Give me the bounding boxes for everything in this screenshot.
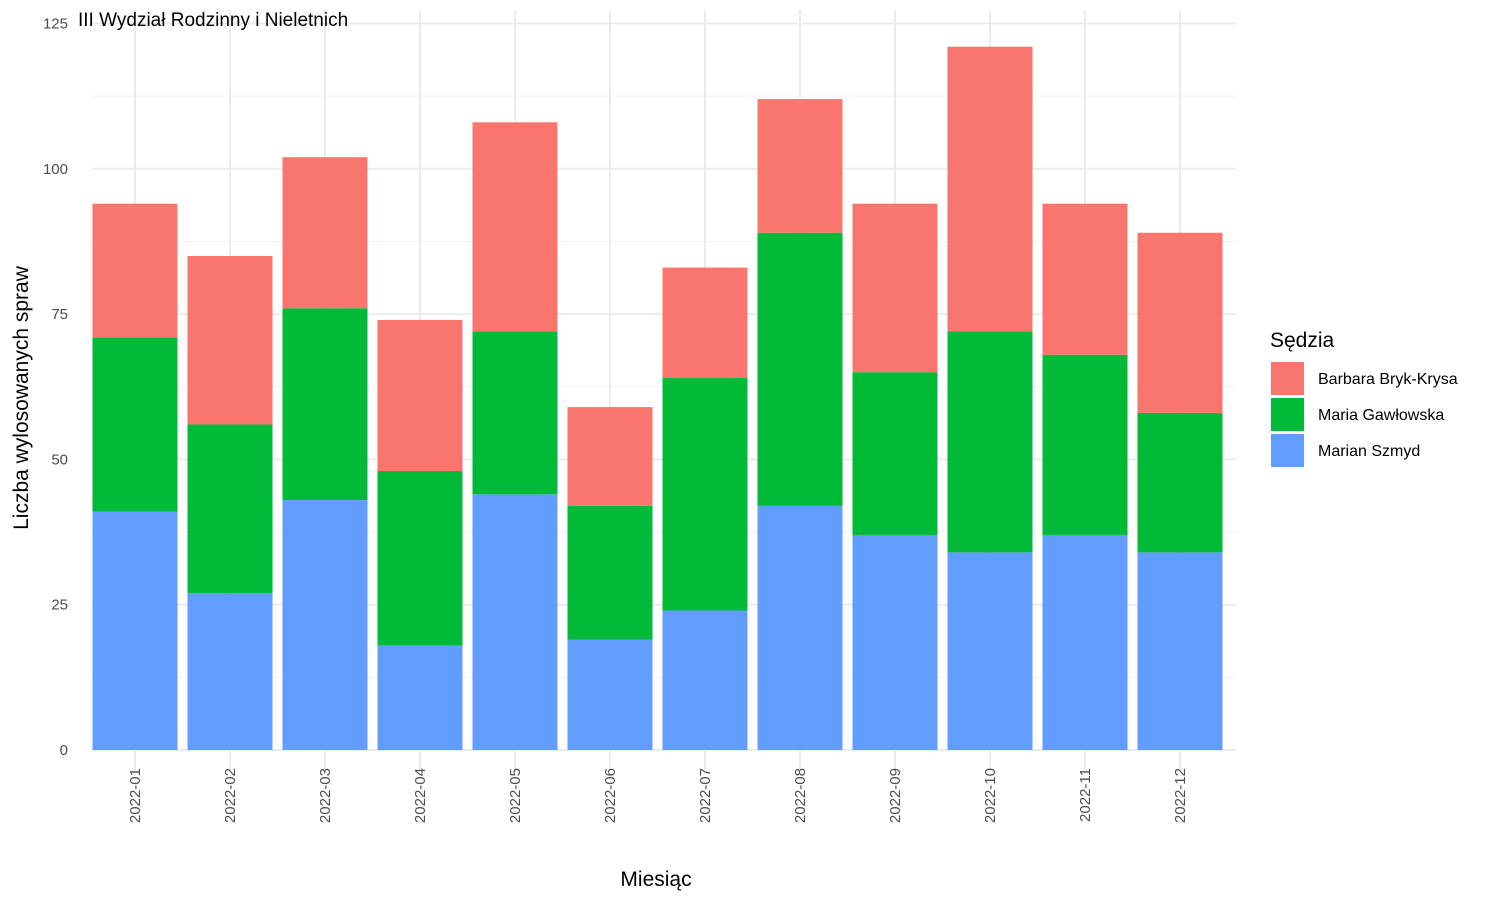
- bar-segment: [282, 308, 368, 501]
- x-tick-label: 2022-02: [222, 768, 239, 823]
- legend-label: Barbara Bryk-Krysa: [1318, 371, 1458, 388]
- y-tick-label: 50: [51, 451, 68, 468]
- bar-segment: [472, 494, 558, 750]
- bar-segment: [187, 255, 273, 425]
- bar-segment: [662, 378, 748, 611]
- x-tick-label: 2022-11: [1077, 768, 1094, 822]
- x-tick-label: 2022-09: [887, 768, 904, 823]
- bar-segment: [852, 534, 938, 750]
- x-tick-label: 2022-03: [317, 768, 334, 823]
- bar-segment: [757, 505, 843, 750]
- bar-segment: [92, 203, 178, 338]
- bar-segment: [377, 645, 463, 750]
- y-axis-title: Liczba wylosowanych spraw: [10, 265, 33, 530]
- legend-label: Marian Szmyd: [1318, 443, 1420, 460]
- y-tick-label: 75: [51, 306, 68, 323]
- bar-segment: [852, 203, 938, 373]
- bar-segment: [472, 331, 558, 495]
- bar-segment: [92, 511, 178, 750]
- bar-segment: [1137, 232, 1223, 413]
- bar-segment: [947, 46, 1033, 332]
- bars-layer: [92, 46, 1223, 750]
- legend-swatch: [1271, 398, 1304, 431]
- bar-segment: [662, 610, 748, 750]
- bar-segment: [947, 331, 1033, 553]
- legend-swatch: [1271, 362, 1304, 395]
- bar-segment: [567, 407, 653, 506]
- chart-title: III Wydział Rodzinny i Nieletnich: [78, 10, 348, 31]
- x-axis-ticks: 2022-01 2022-02 2022-03 2022-04 2022-05 2022-…: [127, 768, 1189, 823]
- x-tick-label: 2022-06: [602, 768, 619, 823]
- x-tick-label: 2022-08: [792, 768, 809, 823]
- y-axis-ticks: 0 25 50 75 100 125: [43, 16, 68, 760]
- y-tick-label: 125: [43, 16, 68, 33]
- x-tick-label: 2022-12: [1172, 768, 1189, 823]
- legend-title: Sędzia: [1270, 329, 1335, 352]
- bar-segment: [282, 500, 368, 750]
- legend-swatch: [1271, 434, 1304, 467]
- legend-label: Maria Gawłowska: [1318, 407, 1444, 424]
- bar-segment: [1137, 412, 1223, 553]
- bar-segment: [662, 267, 748, 379]
- legend: Sędzia Barbara Bryk-Krysa Maria Gawłowska…: [1270, 329, 1458, 467]
- y-tick-label: 100: [43, 161, 68, 178]
- x-tick-label: 2022-01: [127, 768, 144, 823]
- bar-segment: [377, 319, 463, 472]
- x-axis-title: Miesiąc: [620, 868, 691, 891]
- bar-segment: [567, 505, 653, 640]
- bar-segment: [282, 157, 368, 309]
- bar-segment: [472, 122, 558, 332]
- bar-segment: [757, 232, 843, 506]
- bar-segment: [1137, 552, 1223, 750]
- x-tick-label: 2022-10: [982, 768, 999, 823]
- bar-segment: [1042, 534, 1128, 750]
- bar-segment: [187, 593, 273, 750]
- bar-segment: [757, 99, 843, 233]
- bar-segment: [187, 424, 273, 594]
- bar-segment: [852, 372, 938, 535]
- bar-segment: [92, 337, 178, 512]
- y-tick-label: 25: [51, 597, 68, 614]
- x-tick-label: 2022-05: [507, 768, 524, 823]
- bar-segment: [947, 552, 1033, 750]
- x-tick-label: 2022-04: [412, 768, 429, 823]
- bar-segment: [377, 471, 463, 646]
- bar-segment: [567, 639, 653, 750]
- bar-segment: [1042, 203, 1128, 355]
- bar-segment: [1042, 354, 1128, 535]
- x-tick-label: 2022-07: [697, 768, 714, 823]
- y-tick-label: 0: [60, 742, 68, 759]
